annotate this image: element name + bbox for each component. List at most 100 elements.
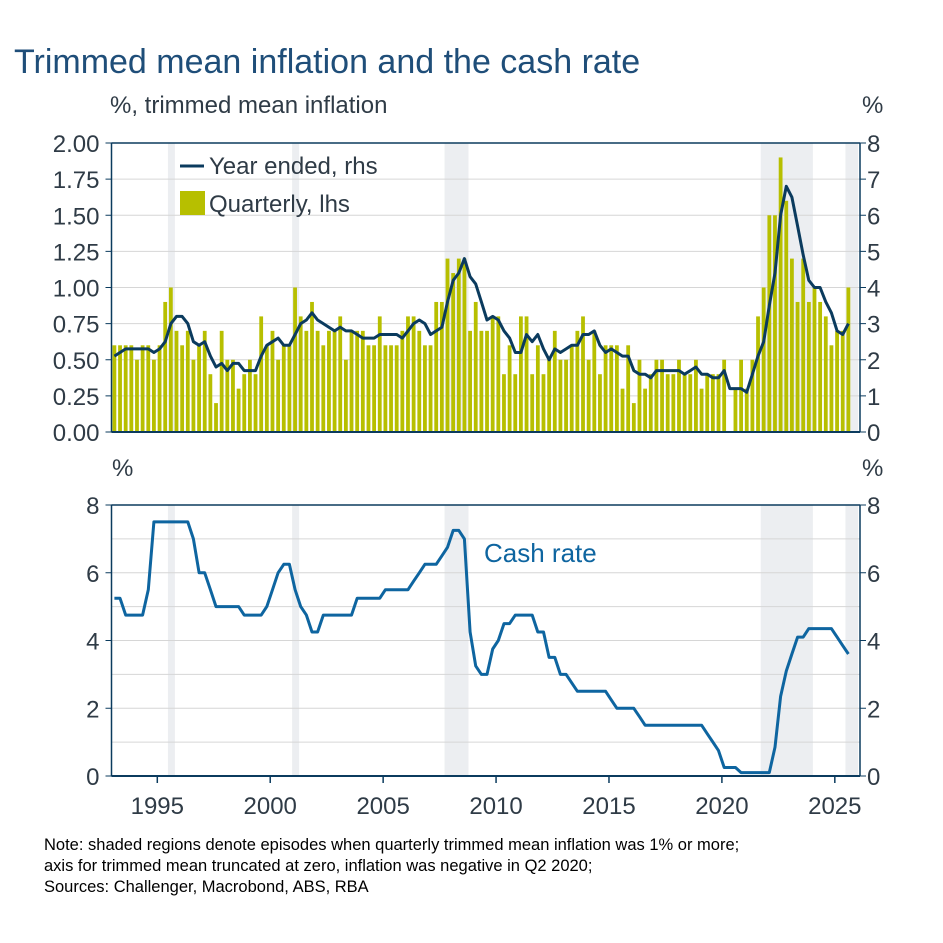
- quarterly-bar: [180, 345, 185, 432]
- quarterly-bar: [694, 359, 698, 432]
- quarterly-bar: [123, 345, 128, 432]
- quarterly-bar: [417, 330, 422, 432]
- note-line-1: Note: shaded regions denote episodes whe…: [44, 836, 739, 854]
- quarterly-bar: [631, 403, 636, 432]
- quarterly-bar: [524, 316, 529, 432]
- y-tick-label-left: 8: [86, 493, 99, 520]
- x-tick-label: 1995: [131, 793, 184, 820]
- quarterly-bar: [682, 374, 687, 432]
- chart-title: Trimmed mean inflation and the cash rate: [14, 43, 640, 81]
- quarterly-bar: [406, 316, 410, 432]
- quarterly-bar: [541, 374, 546, 432]
- y-tick-label-left: 2: [86, 696, 99, 723]
- y-tick-label-left: 0.50: [53, 348, 100, 375]
- quarterly-bar: [598, 374, 602, 432]
- y-tick-label-right: 2: [867, 348, 880, 375]
- quarterly-bar: [377, 316, 382, 432]
- quarterly-bar: [174, 330, 179, 432]
- quarterly-bar: [558, 359, 563, 432]
- quarterly-bar: [214, 403, 218, 432]
- quarterly-bar: [310, 301, 314, 432]
- quarterly-bar: [202, 330, 207, 432]
- quarterly-bar: [790, 258, 794, 432]
- quarterly-bar: [197, 345, 201, 432]
- quarterly-bar: [163, 301, 168, 432]
- x-tick-label: 2015: [582, 793, 635, 820]
- quarterly-bar: [648, 374, 653, 432]
- quarterly-bar: [185, 330, 190, 432]
- top-axes: 0.00 0.25 0.50 0.75 1.00 1.25 1.50 1.75 2.00 0 1 2 3…: [53, 131, 881, 447]
- quarterly-bar: [773, 215, 777, 432]
- quarterly-bar: [513, 374, 518, 432]
- quarterly-bar: [688, 374, 693, 432]
- quarterly-bar: [304, 330, 309, 432]
- quarterly-bar: [360, 330, 365, 432]
- quarterly-bar: [168, 287, 173, 432]
- quarterly-bar: [332, 330, 337, 432]
- notes: Note: shaded regions denote episodes whe…: [44, 836, 739, 896]
- y-tick-label-left: 6: [86, 561, 99, 588]
- quarterly-bar: [835, 330, 839, 432]
- quarterly-bar: [349, 330, 354, 432]
- quarterly-bar: [801, 258, 806, 432]
- y-tick-label-left: 0.25: [53, 384, 100, 411]
- quarterly-bar: [321, 345, 326, 432]
- quarterly-bar: [456, 258, 461, 432]
- quarterly-bar: [208, 374, 213, 432]
- quarterly-bar: [677, 359, 681, 432]
- cash-rate-annotation: Cash rate: [484, 538, 597, 568]
- y-tick-label-left: 1.50: [53, 203, 100, 230]
- quarterly-bar: [287, 345, 292, 432]
- quarterly-bar: [140, 345, 145, 432]
- quarterly-bar: [383, 345, 388, 432]
- y-tick-label-right: 2: [867, 696, 880, 723]
- quarterly-bar: [191, 359, 196, 432]
- x-tick-label: 2000: [244, 793, 297, 820]
- quarterly-bar: [276, 359, 281, 432]
- quarterly-bar: [739, 359, 743, 432]
- y-tick-label-right: 6: [867, 203, 880, 230]
- quarterly-bar: [394, 345, 399, 432]
- note-line-3: Sources: Challenger, Macrobond, ABS, RBA: [44, 878, 369, 896]
- top-right-axis-label: %: [862, 92, 883, 119]
- quarterly-bar: [705, 374, 710, 432]
- quarterly-bar: [445, 258, 450, 432]
- top-left-axis-label: %, trimmed mean inflation: [110, 92, 387, 119]
- quarterly-bar: [372, 345, 377, 432]
- quarterly-bar: [750, 359, 755, 432]
- quarterly-bar: [135, 359, 139, 432]
- quarterly-bar: [637, 359, 642, 432]
- quarterly-bar: [253, 374, 258, 432]
- legend: Year ended, rhs Quarterly, lhs: [180, 153, 378, 218]
- quarterly-bar: [818, 301, 823, 432]
- quarterly-bar: [575, 330, 580, 432]
- x-axis-ticks: 1995 2000 2005 2010 2015 2020 2025: [131, 776, 862, 820]
- quarterly-bar: [327, 330, 331, 432]
- quarterly-bar: [247, 359, 252, 432]
- quarterly-bar: [389, 345, 393, 432]
- quarterly-bar: [366, 345, 371, 432]
- year-ended-line: [113, 184, 850, 394]
- quarterly-bar: [236, 388, 241, 432]
- quarterly-bar: [643, 388, 648, 432]
- quarterly-bar: [829, 345, 834, 432]
- quarterly-bar: [343, 359, 348, 432]
- y-tick-label-right: 8: [867, 131, 880, 158]
- quarterly-bar: [530, 374, 535, 432]
- quarterly-bar: [547, 359, 552, 432]
- quarterly-bar: [823, 316, 828, 432]
- bottom-left-axis-label: %: [112, 455, 133, 482]
- quarterly-bar: [502, 374, 506, 432]
- quarterly-bar: [778, 157, 783, 432]
- quarterly-bar: [112, 345, 117, 432]
- quarterly-bar: [609, 345, 614, 432]
- cash-rate-line: [114, 520, 850, 775]
- quarterly-bar: [270, 330, 275, 432]
- quarterly-bar: [129, 345, 134, 432]
- y-tick-label-left: 0.75: [53, 312, 100, 339]
- y-tick-label-left: 0: [86, 764, 99, 791]
- quarterly-bar: [795, 301, 800, 432]
- note-line-2: axis for trimmed mean truncated at zero,…: [44, 857, 592, 875]
- quarterly-bar: [468, 330, 472, 432]
- quarterly-bar: [355, 330, 360, 432]
